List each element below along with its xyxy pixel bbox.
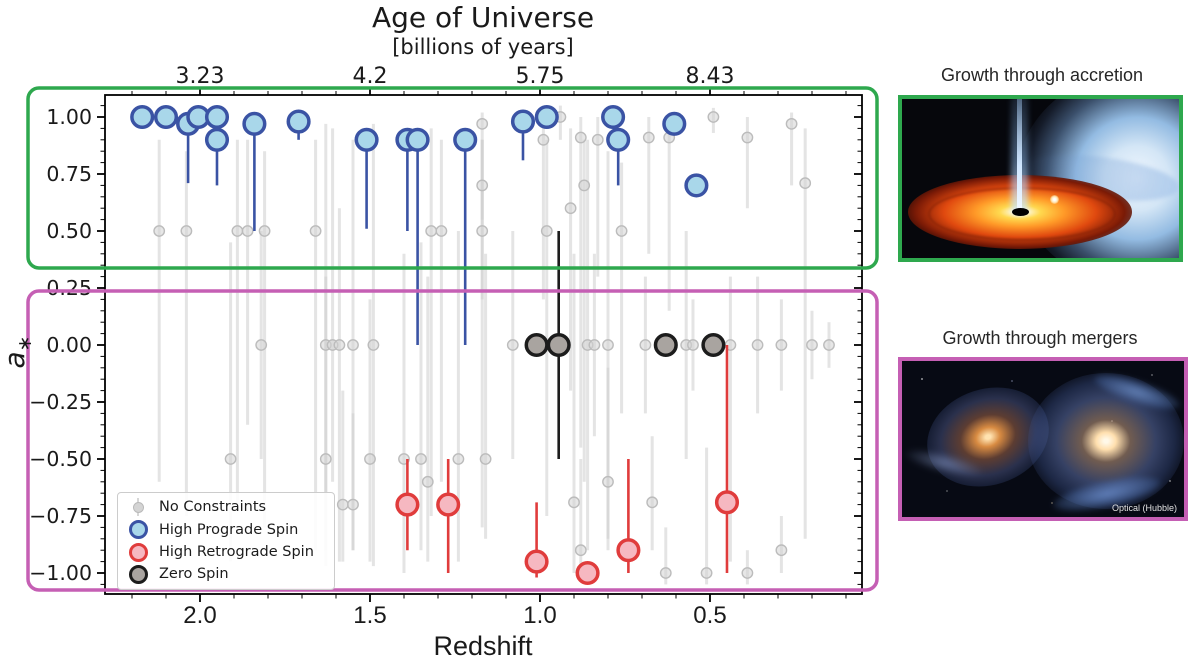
svg-text:0.50: 0.50 <box>46 219 92 243</box>
accretion-region-box <box>26 86 879 270</box>
mergers-region-box <box>26 289 879 592</box>
legend-item-no-constraints: No Constraints <box>126 497 326 517</box>
legend-label: High Prograde Spin <box>159 521 299 538</box>
zero-spin-marker-icon <box>126 565 150 585</box>
black-hole-graphic <box>1012 208 1029 216</box>
svg-text:1.00: 1.00 <box>46 105 92 129</box>
galaxy-merger-illustration: Optical (Hubble) <box>898 357 1188 521</box>
svg-text:4.2: 4.2 <box>352 64 387 89</box>
image-credit-caption: Optical (Hubble) <box>1111 503 1177 513</box>
svg-text:−0.50: −0.50 <box>29 447 92 471</box>
svg-text:0.5: 0.5 <box>693 602 726 629</box>
svg-text:−0.25: −0.25 <box>29 390 92 414</box>
svg-text:−0.75: −0.75 <box>29 504 92 528</box>
svg-text:0.00: 0.00 <box>46 333 92 357</box>
retrograde-marker-icon <box>126 542 150 562</box>
svg-text:1.5: 1.5 <box>353 602 386 629</box>
no-constraints-points <box>153 111 835 579</box>
prograde-marker-icon <box>126 520 150 540</box>
no-constraints-marker-icon <box>126 497 150 517</box>
legend-label: No Constraints <box>159 499 267 516</box>
svg-text:−1.00: −1.00 <box>29 561 92 585</box>
svg-text:2.0: 2.0 <box>183 602 216 629</box>
svg-text:1.0: 1.0 <box>523 602 556 629</box>
relativistic-jet-graphic <box>1017 99 1022 213</box>
axes: 2.0 3.23 1.5 4.2 1.0 5.75 0.5 8.43 1.00 0.75 0.50 0… <box>29 64 863 629</box>
legend-item-zero-spin: Zero Spin <box>126 565 326 585</box>
legend-label: Zero Spin <box>159 566 229 583</box>
top-axis-title: Age of Universe <box>372 1 594 34</box>
accretion-illustration <box>898 95 1183 262</box>
legend-label: High Retrograde Spin <box>159 543 314 560</box>
y-axis-label: a∗ <box>0 335 36 368</box>
svg-text:5.75: 5.75 <box>515 64 564 89</box>
hotspot-graphic <box>1050 195 1059 204</box>
svg-text:8.43: 8.43 <box>685 64 734 89</box>
mergers-panel-title: Growth through mergers <box>942 328 1138 348</box>
legend: No Constraints High Prograde Spin High R… <box>117 492 335 590</box>
accretion-panel-title: Growth through accretion <box>940 65 1144 85</box>
svg-text:3.23: 3.23 <box>176 64 225 89</box>
svg-text:0.25: 0.25 <box>46 276 92 300</box>
legend-item-retrograde: High Retrograde Spin <box>126 542 326 562</box>
legend-item-prograde: High Prograde Spin <box>126 520 326 540</box>
top-axis-subtitle: [billions of years] <box>392 35 574 59</box>
svg-text:0.75: 0.75 <box>46 162 92 186</box>
x-axis-label: Redshift <box>433 631 533 661</box>
colored-points <box>130 104 740 586</box>
